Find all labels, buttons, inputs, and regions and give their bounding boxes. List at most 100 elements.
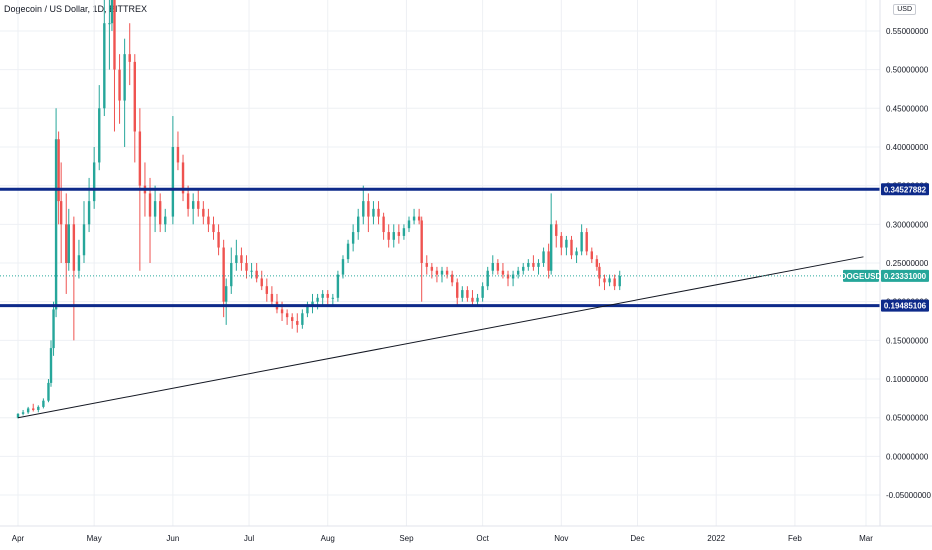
candle-body [245,263,248,271]
candle [537,259,540,275]
candle-body [171,146,175,217]
candle-body [270,293,274,302]
candle-body [501,270,505,275]
time-axis[interactable]: Apr May Jun Jul Aug Sep Oct Nov Dec 2022 Feb Mar [12,534,873,543]
candle-body [516,270,520,275]
candle [466,286,469,302]
candle [351,224,355,252]
candle-body [496,263,500,271]
candle-body [506,274,510,279]
x-tick-label: Feb [788,534,802,543]
candle [549,193,553,275]
candle [377,201,380,225]
candle-body [570,239,573,256]
candle [171,116,175,225]
candle [555,220,558,248]
candle-body [450,274,454,283]
candle [456,278,459,306]
candle-body [547,251,550,271]
candle-body [21,412,25,414]
candle [67,208,70,271]
price-axis[interactable]: 0.55000000 0.50000000 0.45000000 0.40000000… [886,27,931,500]
candle-body [98,108,101,163]
candle-body [613,278,616,287]
candle-body [537,263,540,267]
candle [47,379,50,403]
candle [461,286,464,302]
candle-body [532,263,535,267]
candle-body [133,61,136,132]
horizontal-levels[interactable] [0,187,880,308]
candle [26,406,30,414]
candle-body [186,193,190,209]
candle [191,193,195,225]
candle [547,243,550,279]
candle [542,247,545,267]
candle [565,235,568,256]
x-tick-label: May [87,534,102,543]
candle-body [285,313,289,318]
candle-body [153,201,157,217]
candle-body [511,274,515,279]
candle [575,247,578,263]
candle-body [590,251,593,260]
candle [382,212,385,240]
candle-body [603,278,606,283]
candle [506,270,510,287]
candle-body [291,317,294,322]
candle-body [103,23,106,109]
candle [164,208,167,233]
trendline-segment [17,256,864,419]
candle [98,85,101,171]
candle [245,255,248,279]
candle-body [412,216,416,221]
candle [306,301,309,318]
candle [425,255,428,275]
candle-body [357,216,360,233]
candle [265,278,269,302]
candle [77,239,81,279]
candle [516,266,520,279]
y-tick-label: 0.15000000 [886,336,929,345]
candle-body [108,23,111,25]
candle-body [575,251,578,256]
candle-body [560,235,563,248]
candle [133,54,136,163]
candle-body [346,243,350,260]
candle [430,263,434,279]
candle [103,0,106,117]
candle [392,224,395,248]
price-tags: 0.34527882 0.19485106 DOGEUSD 0.23331000 [841,183,929,312]
candle [435,266,439,283]
candle-body [296,321,299,325]
y-tick-label: 0.05000000 [886,414,929,423]
candle-body [128,54,131,62]
candle [158,193,162,233]
currency-button[interactable]: USD [893,4,916,15]
candle [285,309,289,325]
candle [501,263,505,279]
candle [613,274,616,291]
candle [301,309,304,329]
candle [72,216,76,341]
candle-body [486,270,489,287]
candle-body [402,228,406,236]
candle [471,290,474,306]
candle [212,216,215,240]
candle [417,208,421,225]
candle [476,293,479,306]
candle [181,154,185,202]
candle-body [138,131,142,186]
chart-title: Dogecoin / US Dollar, 1D, BITTREX [4,4,148,14]
candle-body [255,270,258,279]
x-tick-label: Mar [859,534,873,543]
candle [598,263,601,287]
candle-body [367,201,370,217]
candle-body [481,286,484,298]
candle [275,293,279,314]
candle-body [471,297,474,302]
candle-body [158,201,162,225]
trendline[interactable] [17,256,864,419]
y-tick-label: 0.55000000 [886,27,929,36]
